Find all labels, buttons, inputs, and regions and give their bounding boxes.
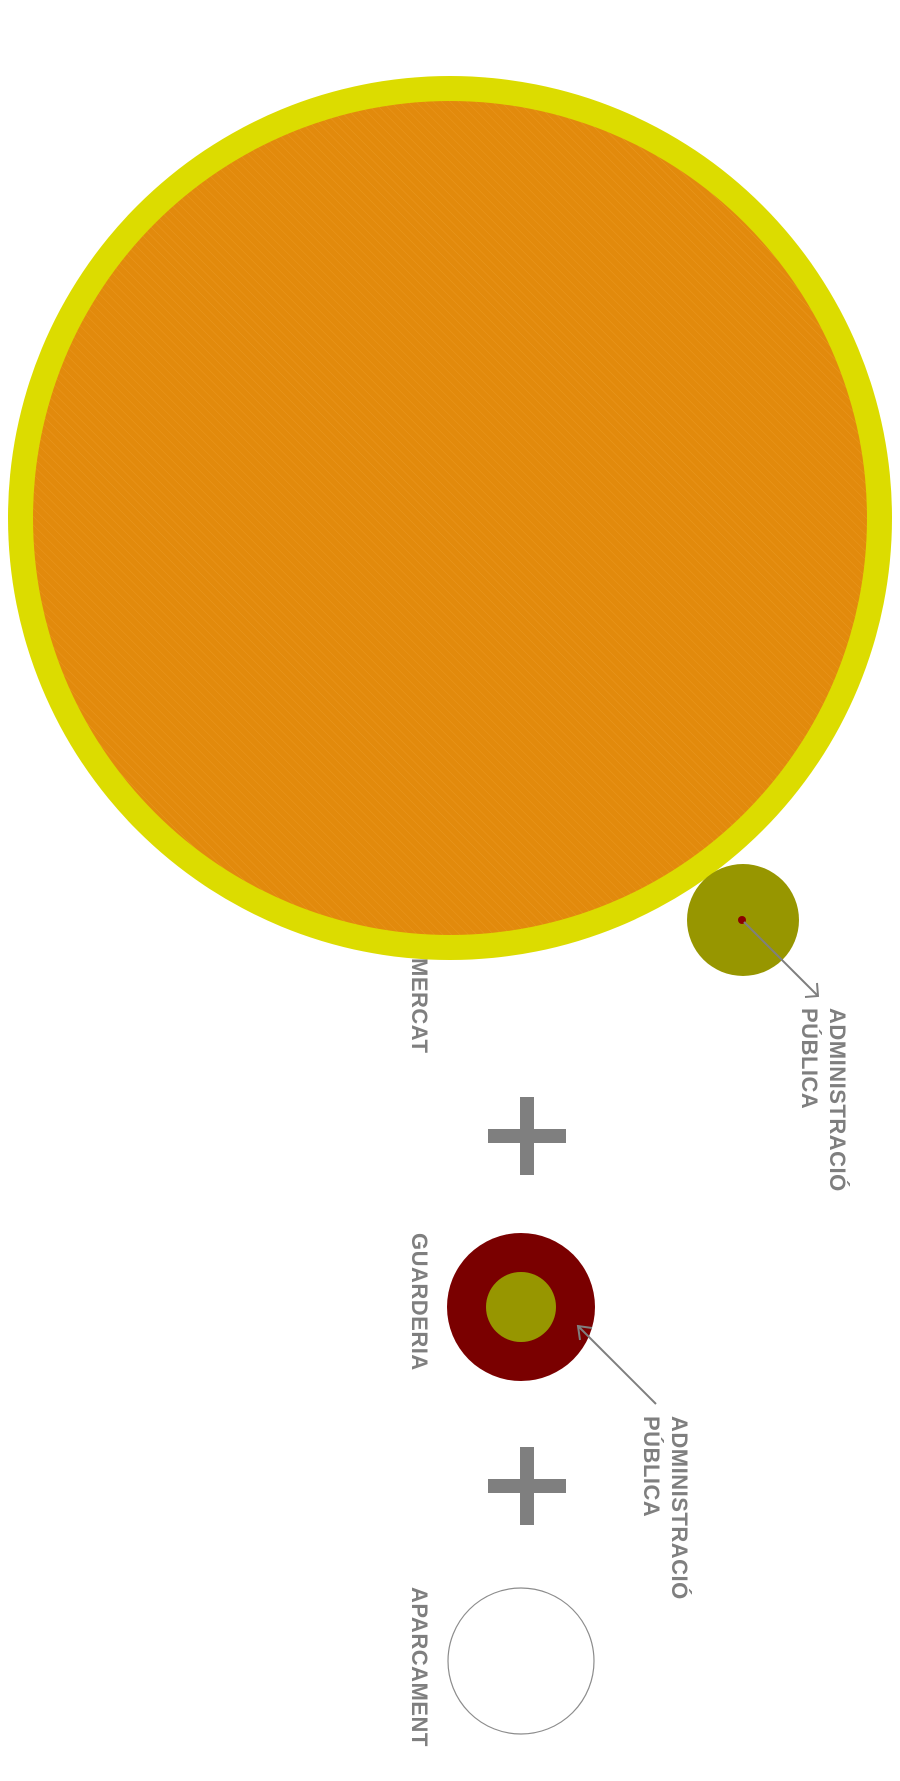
admin-leader-bottom bbox=[577, 1325, 657, 1405]
plus-operator-2 bbox=[488, 1447, 566, 1525]
plus-operator-1 bbox=[488, 1097, 566, 1175]
admin-leader-top bbox=[743, 921, 819, 997]
guarderia-label: GUARDERIA bbox=[407, 1233, 432, 1371]
mercat-circle bbox=[8, 76, 892, 960]
admin-leader-arrow-top bbox=[804, 982, 820, 998]
admin-label-top-line2: PÚBLICA bbox=[797, 1008, 822, 1109]
admin-label-bottom-line2: PÚBLICA bbox=[639, 1416, 664, 1517]
aparcament-label: APARCAMENT bbox=[407, 1587, 432, 1747]
admin-leader-arrow-bottom bbox=[576, 1324, 593, 1341]
guarderia-admin-core bbox=[486, 1272, 556, 1342]
mercat-core bbox=[33, 101, 867, 935]
admin-label-bottom-line1: ADMINISTRACIÓ bbox=[667, 1416, 692, 1600]
aparcament-circle bbox=[447, 1587, 595, 1735]
admin-label-top-line1: ADMINISTRACIÓ bbox=[825, 1008, 850, 1192]
guarderia-circle bbox=[447, 1233, 657, 1405]
admin-circle-top bbox=[687, 864, 820, 998]
mercat-label: MERCAT bbox=[407, 958, 432, 1054]
